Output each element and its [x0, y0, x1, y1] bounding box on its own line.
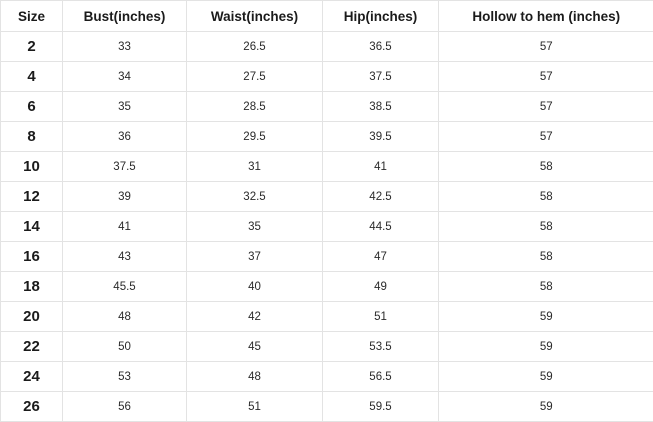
- waist-inches-cell: 42: [186, 301, 323, 332]
- bust-inches-cell: 35: [62, 91, 187, 122]
- hip-inches-cell: 41: [322, 151, 439, 182]
- size-chart-body: 2 33 26.5 36.5 57 4 34 27.5 37.5 57 6 35 28.5 38.5 57 8…: [0, 31, 653, 422]
- hollow-to-hem-inches-cell: 58: [438, 241, 653, 272]
- bust-inches-cell: 39: [62, 181, 187, 212]
- hollow-to-hem-inches-cell: 58: [438, 151, 653, 182]
- size-cell: 4: [0, 61, 63, 92]
- bust-inches-cell: 36: [62, 121, 187, 152]
- size-cell: 8: [0, 121, 63, 152]
- hollow-to-hem-inches-cell: 58: [438, 181, 653, 212]
- bust-inches-cell: 43: [62, 241, 187, 272]
- hip-inches-cell: 44.5: [322, 211, 439, 242]
- bust-inches-cell: 48: [62, 301, 187, 332]
- waist-inches-cell: 48: [186, 361, 323, 392]
- table-row: 24 53 48 56.5 59: [0, 361, 653, 392]
- hollow-to-hem-inches-cell: 57: [438, 121, 653, 152]
- hollow-to-hem-inches-cell: 58: [438, 211, 653, 242]
- table-row: 10 37.5 31 41 58: [0, 151, 653, 182]
- size-cell: 6: [0, 91, 63, 122]
- size-cell: 16: [0, 241, 63, 272]
- waist-inches-cell: 28.5: [186, 91, 323, 122]
- bust-inches-cell: 50: [62, 331, 187, 362]
- hollow-to-hem-inches-cell: 57: [438, 91, 653, 122]
- table-row: 14 41 35 44.5 58: [0, 211, 653, 242]
- table-row: 12 39 32.5 42.5 58: [0, 181, 653, 212]
- column-header-waist-inches: Waist(inches): [186, 0, 323, 32]
- table-row: 8 36 29.5 39.5 57: [0, 121, 653, 152]
- table-row: 20 48 42 51 59: [0, 301, 653, 332]
- size-cell: 18: [0, 271, 63, 302]
- bust-inches-cell: 33: [62, 31, 187, 62]
- hip-inches-cell: 39.5: [322, 121, 439, 152]
- hollow-to-hem-inches-cell: 59: [438, 331, 653, 362]
- size-cell: 2: [0, 31, 63, 62]
- bust-inches-cell: 53: [62, 361, 187, 392]
- size-chart-header: Size Bust(inches) Waist(inches) Hip(inches)…: [0, 0, 653, 32]
- hip-inches-cell: 36.5: [322, 31, 439, 62]
- bust-inches-cell: 34: [62, 61, 187, 92]
- hip-inches-cell: 47: [322, 241, 439, 272]
- table-row: 4 34 27.5 37.5 57: [0, 61, 653, 92]
- hip-inches-cell: 42.5: [322, 181, 439, 212]
- hollow-to-hem-inches-cell: 58: [438, 271, 653, 302]
- size-cell: 26: [0, 391, 63, 422]
- waist-inches-cell: 32.5: [186, 181, 323, 212]
- hip-inches-cell: 53.5: [322, 331, 439, 362]
- bust-inches-cell: 37.5: [62, 151, 187, 182]
- hip-inches-cell: 37.5: [322, 61, 439, 92]
- waist-inches-cell: 37: [186, 241, 323, 272]
- bust-inches-cell: 56: [62, 391, 187, 422]
- waist-inches-cell: 45: [186, 331, 323, 362]
- table-row: 16 43 37 47 58: [0, 241, 653, 272]
- size-cell: 12: [0, 181, 63, 212]
- column-header-hollow-to-hem-inches: Hollow to hem (inches): [438, 0, 653, 32]
- waist-inches-cell: 40: [186, 271, 323, 302]
- table-row: 22 50 45 53.5 59: [0, 331, 653, 362]
- hip-inches-cell: 49: [322, 271, 439, 302]
- table-row: 6 35 28.5 38.5 57: [0, 91, 653, 122]
- header-row: Size Bust(inches) Waist(inches) Hip(inches)…: [0, 0, 653, 32]
- table-row: 26 56 51 59.5 59: [0, 391, 653, 422]
- hollow-to-hem-inches-cell: 57: [438, 31, 653, 62]
- size-cell: 20: [0, 301, 63, 332]
- size-cell: 10: [0, 151, 63, 182]
- column-header-hip-inches: Hip(inches): [322, 0, 439, 32]
- size-cell: 24: [0, 361, 63, 392]
- table-row: 2 33 26.5 36.5 57: [0, 31, 653, 62]
- column-header-bust-inches: Bust(inches): [62, 0, 187, 32]
- waist-inches-cell: 27.5: [186, 61, 323, 92]
- hollow-to-hem-inches-cell: 59: [438, 301, 653, 332]
- table-row: 18 45.5 40 49 58: [0, 271, 653, 302]
- waist-inches-cell: 35: [186, 211, 323, 242]
- hollow-to-hem-inches-cell: 59: [438, 391, 653, 422]
- hollow-to-hem-inches-cell: 59: [438, 361, 653, 392]
- waist-inches-cell: 31: [186, 151, 323, 182]
- bust-inches-cell: 41: [62, 211, 187, 242]
- column-header-size: Size: [0, 0, 63, 32]
- size-cell: 14: [0, 211, 63, 242]
- hip-inches-cell: 59.5: [322, 391, 439, 422]
- bust-inches-cell: 45.5: [62, 271, 187, 302]
- hip-inches-cell: 51: [322, 301, 439, 332]
- size-cell: 22: [0, 331, 63, 362]
- hip-inches-cell: 38.5: [322, 91, 439, 122]
- waist-inches-cell: 26.5: [186, 31, 323, 62]
- hip-inches-cell: 56.5: [322, 361, 439, 392]
- waist-inches-cell: 51: [186, 391, 323, 422]
- hollow-to-hem-inches-cell: 57: [438, 61, 653, 92]
- waist-inches-cell: 29.5: [186, 121, 323, 152]
